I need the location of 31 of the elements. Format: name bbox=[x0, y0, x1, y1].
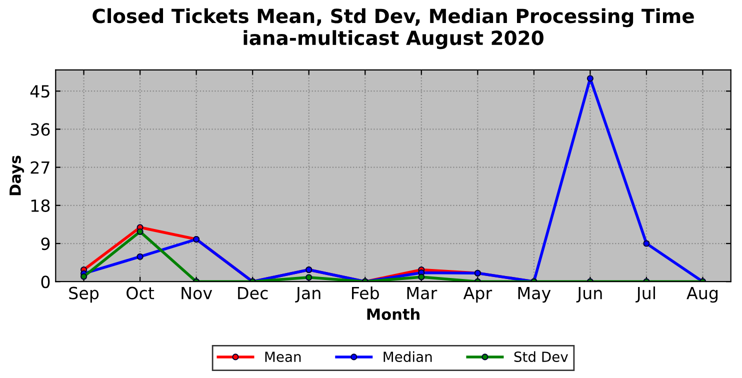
y-axis-title: Days bbox=[10, 156, 24, 196]
x-tick-label: Mar bbox=[407, 286, 438, 300]
point bbox=[306, 274, 312, 281]
x-axis-title: Month bbox=[367, 308, 420, 320]
y-tick-label: 45 bbox=[30, 85, 50, 98]
point bbox=[586, 75, 594, 82]
x-tick-label: Nov bbox=[182, 286, 212, 300]
x-tick-label: Jul bbox=[636, 286, 655, 302]
point bbox=[418, 274, 425, 280]
point bbox=[136, 228, 144, 235]
y-tick-label: 36 bbox=[30, 123, 50, 136]
x-tick-label: Apr bbox=[463, 286, 492, 303]
legend-label: Mean bbox=[265, 352, 301, 362]
y-tick-label: 27 bbox=[30, 161, 50, 174]
legend-label: Median bbox=[384, 351, 432, 362]
x-tick-label: Jun bbox=[576, 286, 602, 302]
y-tick-label: 9 bbox=[41, 237, 50, 250]
x-tick-label: Oct bbox=[126, 286, 154, 300]
x-tick-label: Aug bbox=[686, 286, 718, 303]
x-tick-label: May bbox=[518, 286, 551, 303]
x-tick-label: Dec bbox=[238, 286, 268, 300]
chart-title: Closed Tickets Mean, Std Dev, Median Processing Time iana-multicast August 2020 bbox=[92, 8, 694, 50]
y-tick-label: 0 bbox=[41, 276, 50, 288]
point bbox=[136, 253, 144, 260]
x-tick-label: Sep bbox=[69, 286, 99, 303]
point bbox=[643, 240, 650, 247]
legend-label: Std Dev bbox=[514, 351, 568, 362]
x-tick-label: Jan bbox=[295, 286, 320, 302]
y-tick-label: 18 bbox=[31, 199, 50, 212]
x-tick-label: Feb bbox=[352, 286, 379, 300]
point bbox=[80, 273, 88, 280]
